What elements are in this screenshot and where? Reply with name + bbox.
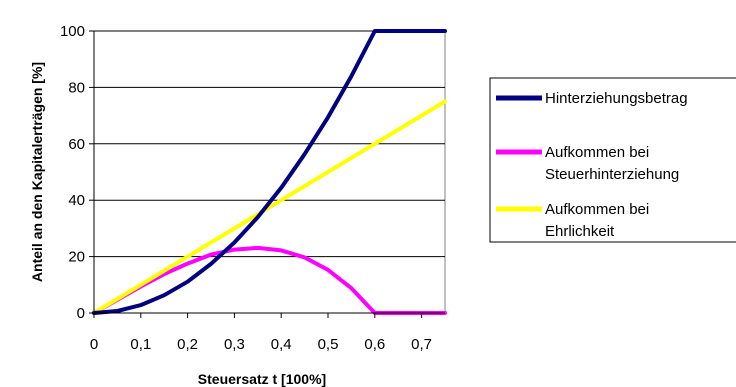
x-tick-label-5: 0,5 [318,336,339,353]
y-tick-label-2: 40 [68,192,85,209]
x-tick-label-1: 0,1 [130,336,151,353]
x-tick-label-4: 0,4 [271,336,292,353]
x-tick-label-0: 0 [90,336,98,353]
legend-label-2-0: Aufkommen bei [545,201,649,218]
series-line-2 [92,99,447,315]
legend-box [489,77,736,243]
x-axis-title: Steuersatz t [100%] [198,371,326,387]
y-tick-label-5: 100 [60,23,85,40]
axes [93,31,445,314]
x-tick-label-6: 0,6 [364,336,385,353]
y-tick-label-4: 80 [68,79,85,96]
legend-label-1-0: Aufkommen bei [545,144,649,161]
legend-label-1-1: Steuerhinterziehung [545,166,679,183]
x-tick-label-2: 0,2 [177,336,198,353]
y-axis-title: Anteil an den Kapitalerträgen [%] [29,62,45,282]
plot-area [93,30,446,314]
legend-entries: Hinterziehungsbetrag Aufkommen bei Steuerh… [496,90,688,240]
legend: Hinterziehungsbetrag Aufkommen bei Steuerh… [489,77,736,243]
x-tick-label-3: 0,3 [224,336,245,353]
grid-lines [94,30,445,258]
legend-label-0-0: Hinterziehungsbetrag [545,90,688,107]
series-line-0 [92,29,447,315]
y-tick-label-1: 20 [68,249,85,266]
y-tick-labels: 0 20 40 60 80 100 [60,23,94,322]
x-tick-labels: 0 0,1 0,2 0,3 0,4 0,5 0,6 0,7 [90,313,432,353]
y-tick-label-3: 60 [68,136,85,153]
x-tick-label-7: 0,7 [411,336,432,353]
y-tick-label-0: 0 [77,305,85,322]
legend-label-2-1: Ehrlichkeit [545,223,615,240]
